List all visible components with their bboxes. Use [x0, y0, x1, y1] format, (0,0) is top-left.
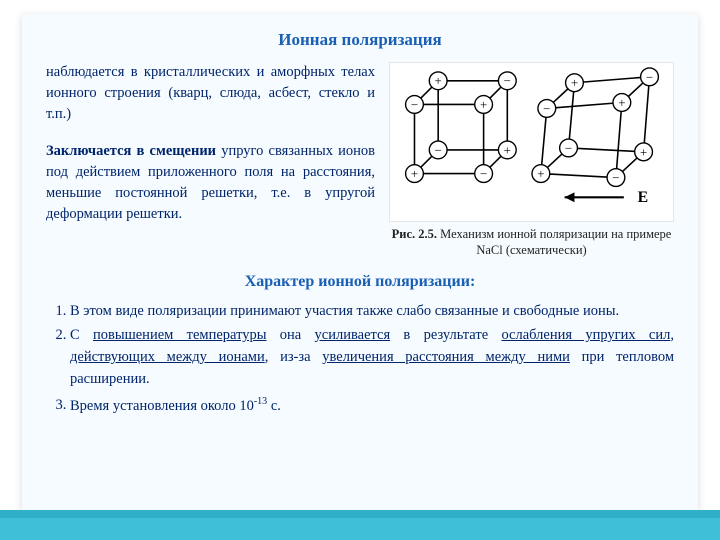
footer-bar-inner [0, 518, 720, 540]
text-column: наблюдается в кристаллических и аморфных… [46, 62, 375, 259]
character-list: В этом виде поляризации принимают участи… [46, 301, 674, 418]
caption-bold: Рис. 2.5. [392, 227, 437, 241]
e-field-label: E [638, 189, 649, 206]
svg-text:+: + [640, 145, 647, 159]
ionic-lattice-diagram: + − − + − + + − [389, 62, 674, 222]
svg-text:−: − [480, 167, 487, 181]
svg-text:+: + [435, 74, 442, 88]
list-item-1: В этом виде поляризации принимают участи… [70, 301, 674, 323]
subtitle: Характер ионной поляризации: [46, 273, 674, 291]
svg-text:−: − [435, 143, 442, 157]
top-section: наблюдается в кристаллических и аморфных… [46, 62, 674, 259]
list-item-2: С повышением температуры она усиливается… [70, 325, 674, 390]
svg-text:+: + [504, 143, 511, 157]
paragraph-1: наблюдается в кристаллических и аморфных… [46, 62, 375, 125]
svg-text:−: − [504, 74, 511, 88]
svg-text:−: − [565, 141, 572, 155]
main-title: Ионная поляризация [46, 30, 674, 50]
svg-text:−: − [646, 70, 653, 84]
paragraph-2: Заключается в смещении упруго связанных … [46, 141, 375, 225]
figure-caption: Рис. 2.5. Механизм ионной поляризации на… [389, 226, 674, 259]
svg-text:+: + [618, 96, 625, 110]
caption-rest: Механизм ионной поляризации на примере N… [437, 227, 671, 257]
para2-bold: Заключается в смещении [46, 143, 216, 159]
figure-column: + − − + − + + − [389, 62, 674, 259]
svg-text:+: + [571, 76, 578, 90]
svg-text:+: + [537, 167, 544, 181]
svg-text:+: + [411, 167, 418, 181]
svg-text:−: − [543, 102, 550, 116]
content-panel: Ионная поляризация наблюдается в кристал… [22, 14, 698, 510]
svg-text:+: + [480, 98, 487, 112]
svg-text:−: − [411, 98, 418, 112]
list-item-3: Время установления около 10-13 с. [70, 394, 674, 418]
svg-text:−: − [612, 171, 619, 185]
